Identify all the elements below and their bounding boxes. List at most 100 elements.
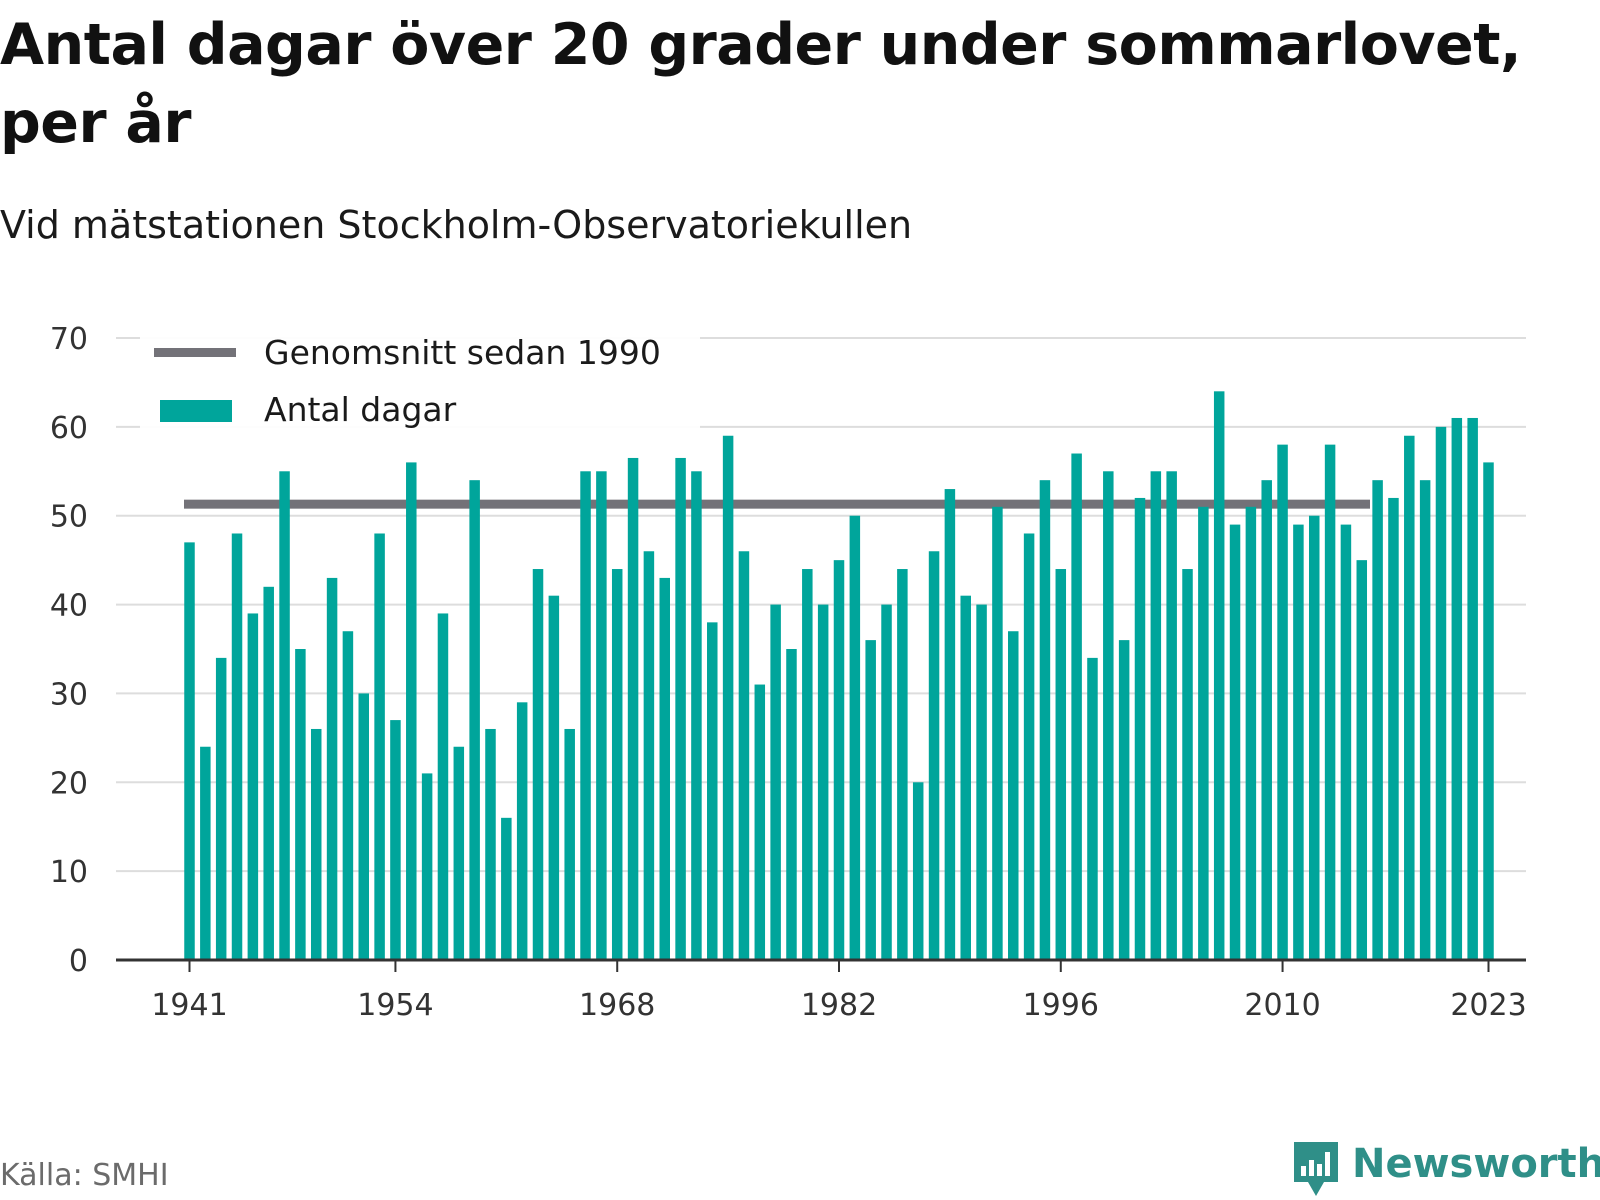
- bar-1960: [485, 728, 496, 960]
- bar-2011: [1293, 524, 1304, 960]
- x-tick-label: 1941: [151, 988, 227, 1020]
- y-tick-label: 30: [50, 677, 88, 712]
- bar-1955: [406, 462, 417, 960]
- y-axis-ticks: 0 10 20 30 40 50 60 70: [50, 322, 88, 979]
- bar-1941: [184, 542, 195, 960]
- bar-1988: [928, 551, 940, 960]
- bar-2018: [1404, 435, 1415, 960]
- x-tick-label: 2010: [1244, 988, 1320, 1020]
- bar-1998: [1087, 657, 1098, 960]
- bar-1968: [611, 569, 623, 960]
- bar-1987: [912, 782, 924, 960]
- legend-label-average: Genomsnitt sedan 1990: [264, 333, 661, 372]
- bar-1971: [659, 577, 670, 960]
- bar-2019: [1419, 480, 1431, 960]
- x-tick-label: 1982: [801, 988, 877, 1020]
- bar-1943: [215, 657, 227, 960]
- bar-1995: [1039, 480, 1051, 960]
- bar-2007: [1229, 524, 1241, 960]
- bar-2023: [1483, 462, 1494, 960]
- bars: [184, 391, 1494, 961]
- bar-1954: [390, 720, 401, 960]
- bar-1990: [960, 595, 971, 960]
- legend: Genomsnitt sedan 1990 Antal dagar: [140, 328, 700, 440]
- bar-2010: [1277, 444, 1288, 961]
- x-tick-label: 1954: [357, 988, 433, 1020]
- bar-1951: [342, 631, 354, 960]
- bar-1965: [564, 728, 575, 960]
- y-tick-label: 40: [50, 589, 88, 624]
- bar-1973: [691, 471, 702, 960]
- legend-label-bars: Antal dagar: [264, 390, 457, 429]
- bar-2003: [1166, 471, 1177, 960]
- bar-1982: [833, 560, 845, 960]
- bar-1970: [643, 551, 655, 960]
- bar-1942: [200, 746, 211, 960]
- source-note: Källa: SMHI: [0, 1158, 169, 1193]
- legend-swatch-bars: [160, 400, 232, 422]
- brand-name: Newsworthy: [1352, 1141, 1600, 1187]
- bar-2017: [1388, 497, 1399, 960]
- bar-2020: [1435, 426, 1447, 960]
- bar-1983: [849, 515, 861, 960]
- y-tick-label: 0: [69, 944, 88, 979]
- bar-1994: [1023, 533, 1035, 960]
- bar-2001: [1134, 497, 1146, 960]
- bar-1980: [802, 569, 813, 960]
- bar-1972: [675, 457, 686, 960]
- y-tick-label: 20: [50, 766, 88, 801]
- bar-1964: [548, 595, 560, 960]
- legend-background: [140, 328, 700, 440]
- bar-1978: [770, 604, 781, 960]
- x-tick-label: 1996: [1023, 988, 1099, 1020]
- x-tick-label: 2023: [1450, 988, 1526, 1020]
- bar-1956: [421, 773, 433, 960]
- bar-1949: [310, 728, 322, 960]
- bar-1952: [358, 693, 370, 960]
- bar-2021: [1451, 417, 1463, 960]
- y-tick-label: 50: [50, 500, 88, 535]
- bar-2000: [1118, 640, 1130, 960]
- bar-1963: [532, 569, 544, 960]
- y-tick-label: 70: [50, 322, 88, 357]
- x-axis-ticks: 1941 1954 1968 1982 1996 2010 2023: [151, 960, 1527, 1020]
- bar-1958: [453, 746, 465, 960]
- bar-1959: [469, 480, 480, 960]
- bar-1976: [738, 551, 750, 960]
- x-tick-label: 1968: [579, 988, 655, 1020]
- bar-2022: [1467, 417, 1478, 960]
- y-tick-label: 10: [50, 855, 88, 890]
- bar-1985: [881, 604, 892, 960]
- bar-2002: [1150, 471, 1162, 960]
- bar-1947: [279, 471, 290, 960]
- bar-1977: [754, 684, 766, 960]
- bar-1991: [976, 604, 987, 960]
- bar-2014: [1340, 524, 1352, 960]
- bar-1981: [817, 604, 829, 960]
- bar-1997: [1071, 453, 1082, 960]
- bar-chart-speech-bubble-icon: [1294, 1142, 1338, 1196]
- brand-logo: Newsworthy: [1292, 1140, 1600, 1200]
- bar-1993: [1008, 631, 1019, 960]
- bar-1950: [326, 577, 338, 960]
- legend-swatch-average: [154, 348, 236, 357]
- bar-1957: [437, 613, 449, 960]
- bar-1986: [897, 569, 908, 960]
- bar-1948: [295, 649, 306, 960]
- bar-2009: [1261, 480, 1272, 960]
- bar-1992: [992, 506, 1003, 960]
- bar-1996: [1055, 569, 1067, 960]
- bar-2004: [1182, 569, 1193, 960]
- bar-1945: [247, 613, 259, 960]
- page-title: Antal dagar över 20 grader under sommarl…: [0, 12, 1522, 156]
- bar-2012: [1308, 515, 1320, 960]
- bar-1944: [231, 533, 243, 960]
- bar-2013: [1324, 444, 1336, 961]
- bar-1979: [786, 649, 797, 960]
- bar-1969: [627, 457, 639, 960]
- average-line: [184, 499, 1370, 509]
- chart-subtitle: Vid mätstationen Stockholm-Observatoriek…: [0, 203, 913, 247]
- bar-1946: [263, 586, 274, 960]
- average-line-mark: [184, 499, 1370, 509]
- bar-1967: [596, 471, 607, 960]
